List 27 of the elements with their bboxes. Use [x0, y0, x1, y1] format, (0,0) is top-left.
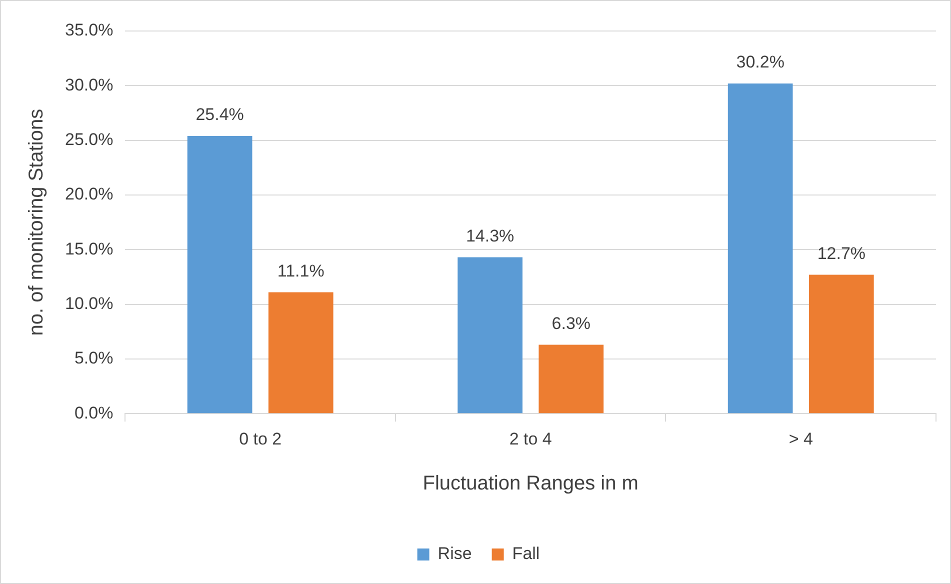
bar [458, 257, 522, 414]
y-tick-label: 25.0% [65, 130, 114, 149]
data-label: 12.7% [817, 244, 866, 263]
x-tick-label: 0 to 2 [239, 429, 282, 448]
data-label: 30.2% [736, 52, 784, 72]
bar [808, 274, 874, 414]
y-tick-label: 35.0% [65, 20, 114, 40]
data-label: 25.4% [196, 105, 244, 124]
legend-label: Rise [438, 544, 472, 564]
data-label: 14.3% [466, 226, 514, 246]
y-tick-label: 10.0% [65, 294, 114, 313]
bar [728, 83, 793, 414]
y-axis-title: no. of monitoring Stations [26, 108, 48, 336]
y-tick-label: 5.0% [74, 348, 114, 368]
bar [268, 292, 334, 414]
y-tick-label: 0.0% [74, 403, 114, 422]
x-tick-label: 2 to 4 [509, 429, 552, 448]
bar [187, 136, 252, 414]
legend-label: Fall [512, 544, 540, 564]
data-label: 6.3% [552, 314, 591, 333]
x-tick-label: > 4 [788, 429, 813, 448]
y-tick-label: 20.0% [65, 184, 114, 204]
y-tick-label: 30.0% [65, 75, 114, 94]
x-axis-title: Fluctuation Ranges in m [422, 472, 638, 495]
data-label: 11.1% [277, 261, 324, 280]
bar [538, 344, 604, 414]
y-tick-label: 15.0% [65, 239, 114, 258]
